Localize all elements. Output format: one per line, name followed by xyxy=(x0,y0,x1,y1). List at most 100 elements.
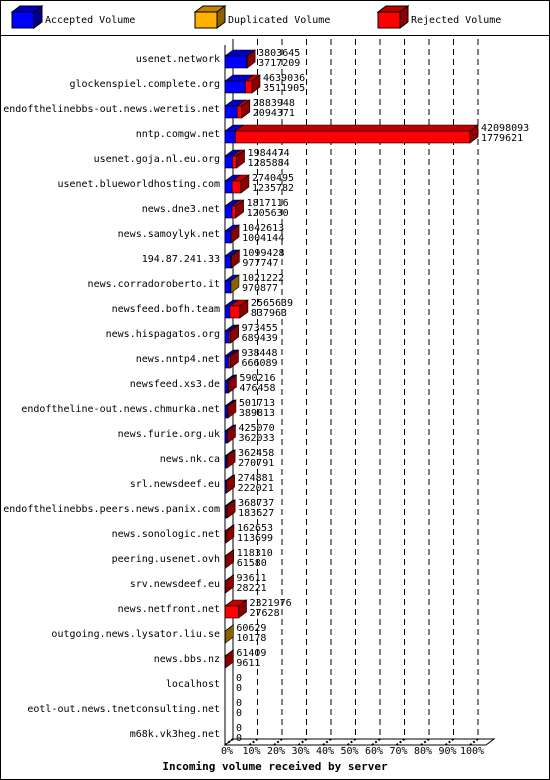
y-tick-label: m68k.vk3heg.net xyxy=(130,729,220,740)
value-label: 977747 xyxy=(242,258,278,269)
x-tick-label: 60% xyxy=(365,746,383,757)
value-label: 689439 xyxy=(242,333,278,344)
bar xyxy=(232,155,237,169)
legend-swatch xyxy=(11,11,35,29)
value-label: 0 xyxy=(236,708,242,719)
value-label: 118310 xyxy=(237,548,273,559)
y-tick-label: srl.newsdeef.eu xyxy=(130,479,220,490)
bar-side xyxy=(241,99,251,119)
bar xyxy=(224,355,230,369)
x-tick xyxy=(224,738,234,746)
bar xyxy=(224,405,228,419)
value-label: 3511905 xyxy=(263,83,305,94)
value-label: 9611 xyxy=(236,658,260,669)
y-tick-label: glockenspiel.complete.org xyxy=(69,79,220,90)
value-label: 1099428 xyxy=(242,248,284,259)
x-tick xyxy=(444,738,455,746)
value-label: 2740495 xyxy=(252,173,294,184)
x-tick xyxy=(371,738,381,746)
bar-side xyxy=(236,149,245,169)
value-label: 2094371 xyxy=(253,108,295,119)
value-label: 1779621 xyxy=(481,133,523,144)
bar xyxy=(235,130,471,144)
bar xyxy=(224,55,247,69)
value-label: 2883948 xyxy=(253,98,295,109)
value-label: 0 xyxy=(236,733,242,744)
y-tick-label: news.bbs.nz xyxy=(154,654,220,665)
value-label: 42098093 xyxy=(481,123,529,134)
value-label: 1205630 xyxy=(247,208,289,219)
value-label: 501713 xyxy=(239,398,275,409)
value-label: 113699 xyxy=(237,533,273,544)
bar xyxy=(236,105,243,119)
y-tick-label: endoftheline-out.news.chmurka.net xyxy=(21,404,220,415)
bar xyxy=(224,255,231,269)
legend-label: Rejected Volume xyxy=(411,15,501,26)
bar xyxy=(224,155,233,169)
chart-title: Incoming volume received by server xyxy=(162,760,388,773)
bar xyxy=(245,80,253,94)
bar xyxy=(224,80,246,94)
y-tick-label: news.samoylyk.net xyxy=(118,229,220,240)
legend-label: Accepted Volume xyxy=(45,15,135,26)
value-label: 4639036 xyxy=(263,73,305,84)
value-label: 93611 xyxy=(237,573,267,584)
y-tick-label: news.sonologic.net xyxy=(112,529,220,540)
bar-side xyxy=(469,124,479,144)
value-label: 476458 xyxy=(239,383,275,394)
bar-side xyxy=(230,274,240,294)
y-tick-label: usenet.network xyxy=(136,54,220,65)
value-label: 61580 xyxy=(237,558,267,569)
bar xyxy=(224,230,232,244)
x-tick xyxy=(273,738,283,746)
bar-side xyxy=(230,349,239,369)
y-tick-label: usenet.goja.nl.eu.org xyxy=(94,154,220,165)
value-label: 362458 xyxy=(238,448,274,459)
x-tick-label: 40% xyxy=(316,746,334,757)
value-label: 270791 xyxy=(238,458,274,469)
y-tick-label: news.furie.org.uk xyxy=(118,429,220,440)
bar-top xyxy=(234,124,479,132)
x-tick xyxy=(322,738,332,746)
legend-swatch xyxy=(194,11,218,29)
value-label: 0 xyxy=(236,673,242,684)
x-tick-label: 100% xyxy=(460,746,484,757)
legend-label: Duplicated Volume xyxy=(228,15,330,26)
y-tick-label: outgoing.news.lysator.liu.se xyxy=(51,629,220,640)
y-tick-label: news.netfront.net xyxy=(118,604,220,615)
axis-floor xyxy=(223,738,496,746)
bar xyxy=(224,305,231,319)
y-tick-label: news.nntp4.net xyxy=(136,354,220,365)
bar-side xyxy=(225,549,234,569)
y-tick-label: 194.87.241.33 xyxy=(142,254,220,265)
value-label: 2321976 xyxy=(250,598,292,609)
value-label: 1235782 xyxy=(252,183,294,194)
value-label: 362033 xyxy=(238,433,274,444)
value-label: 938448 xyxy=(241,348,277,359)
y-tick-label: eotl-out.news.tnetconsulting.net xyxy=(27,704,220,715)
bar xyxy=(224,430,228,444)
bar-side xyxy=(227,399,237,419)
x-tick-label: 30% xyxy=(291,746,309,757)
bar xyxy=(224,180,233,194)
bar-side xyxy=(230,224,240,244)
legend-swatch xyxy=(377,11,401,29)
bar xyxy=(224,380,229,394)
bar-side xyxy=(225,524,235,544)
bar-side xyxy=(226,474,235,494)
y-tick-label: usenet.blueworldhosting.com xyxy=(57,179,220,190)
x-tick-label: 20% xyxy=(267,746,285,757)
x-tick-label: 90% xyxy=(438,746,456,757)
value-label: 222021 xyxy=(238,483,274,494)
value-label: 0 xyxy=(236,683,242,694)
bar-side xyxy=(231,249,240,269)
bar xyxy=(224,105,238,119)
bar-side xyxy=(251,74,261,94)
bar xyxy=(224,330,230,344)
bar xyxy=(231,180,242,194)
x-tick xyxy=(297,738,308,746)
value-label: 970877 xyxy=(242,283,278,294)
value-label: 61409 xyxy=(236,648,266,659)
bar-side xyxy=(226,499,236,519)
